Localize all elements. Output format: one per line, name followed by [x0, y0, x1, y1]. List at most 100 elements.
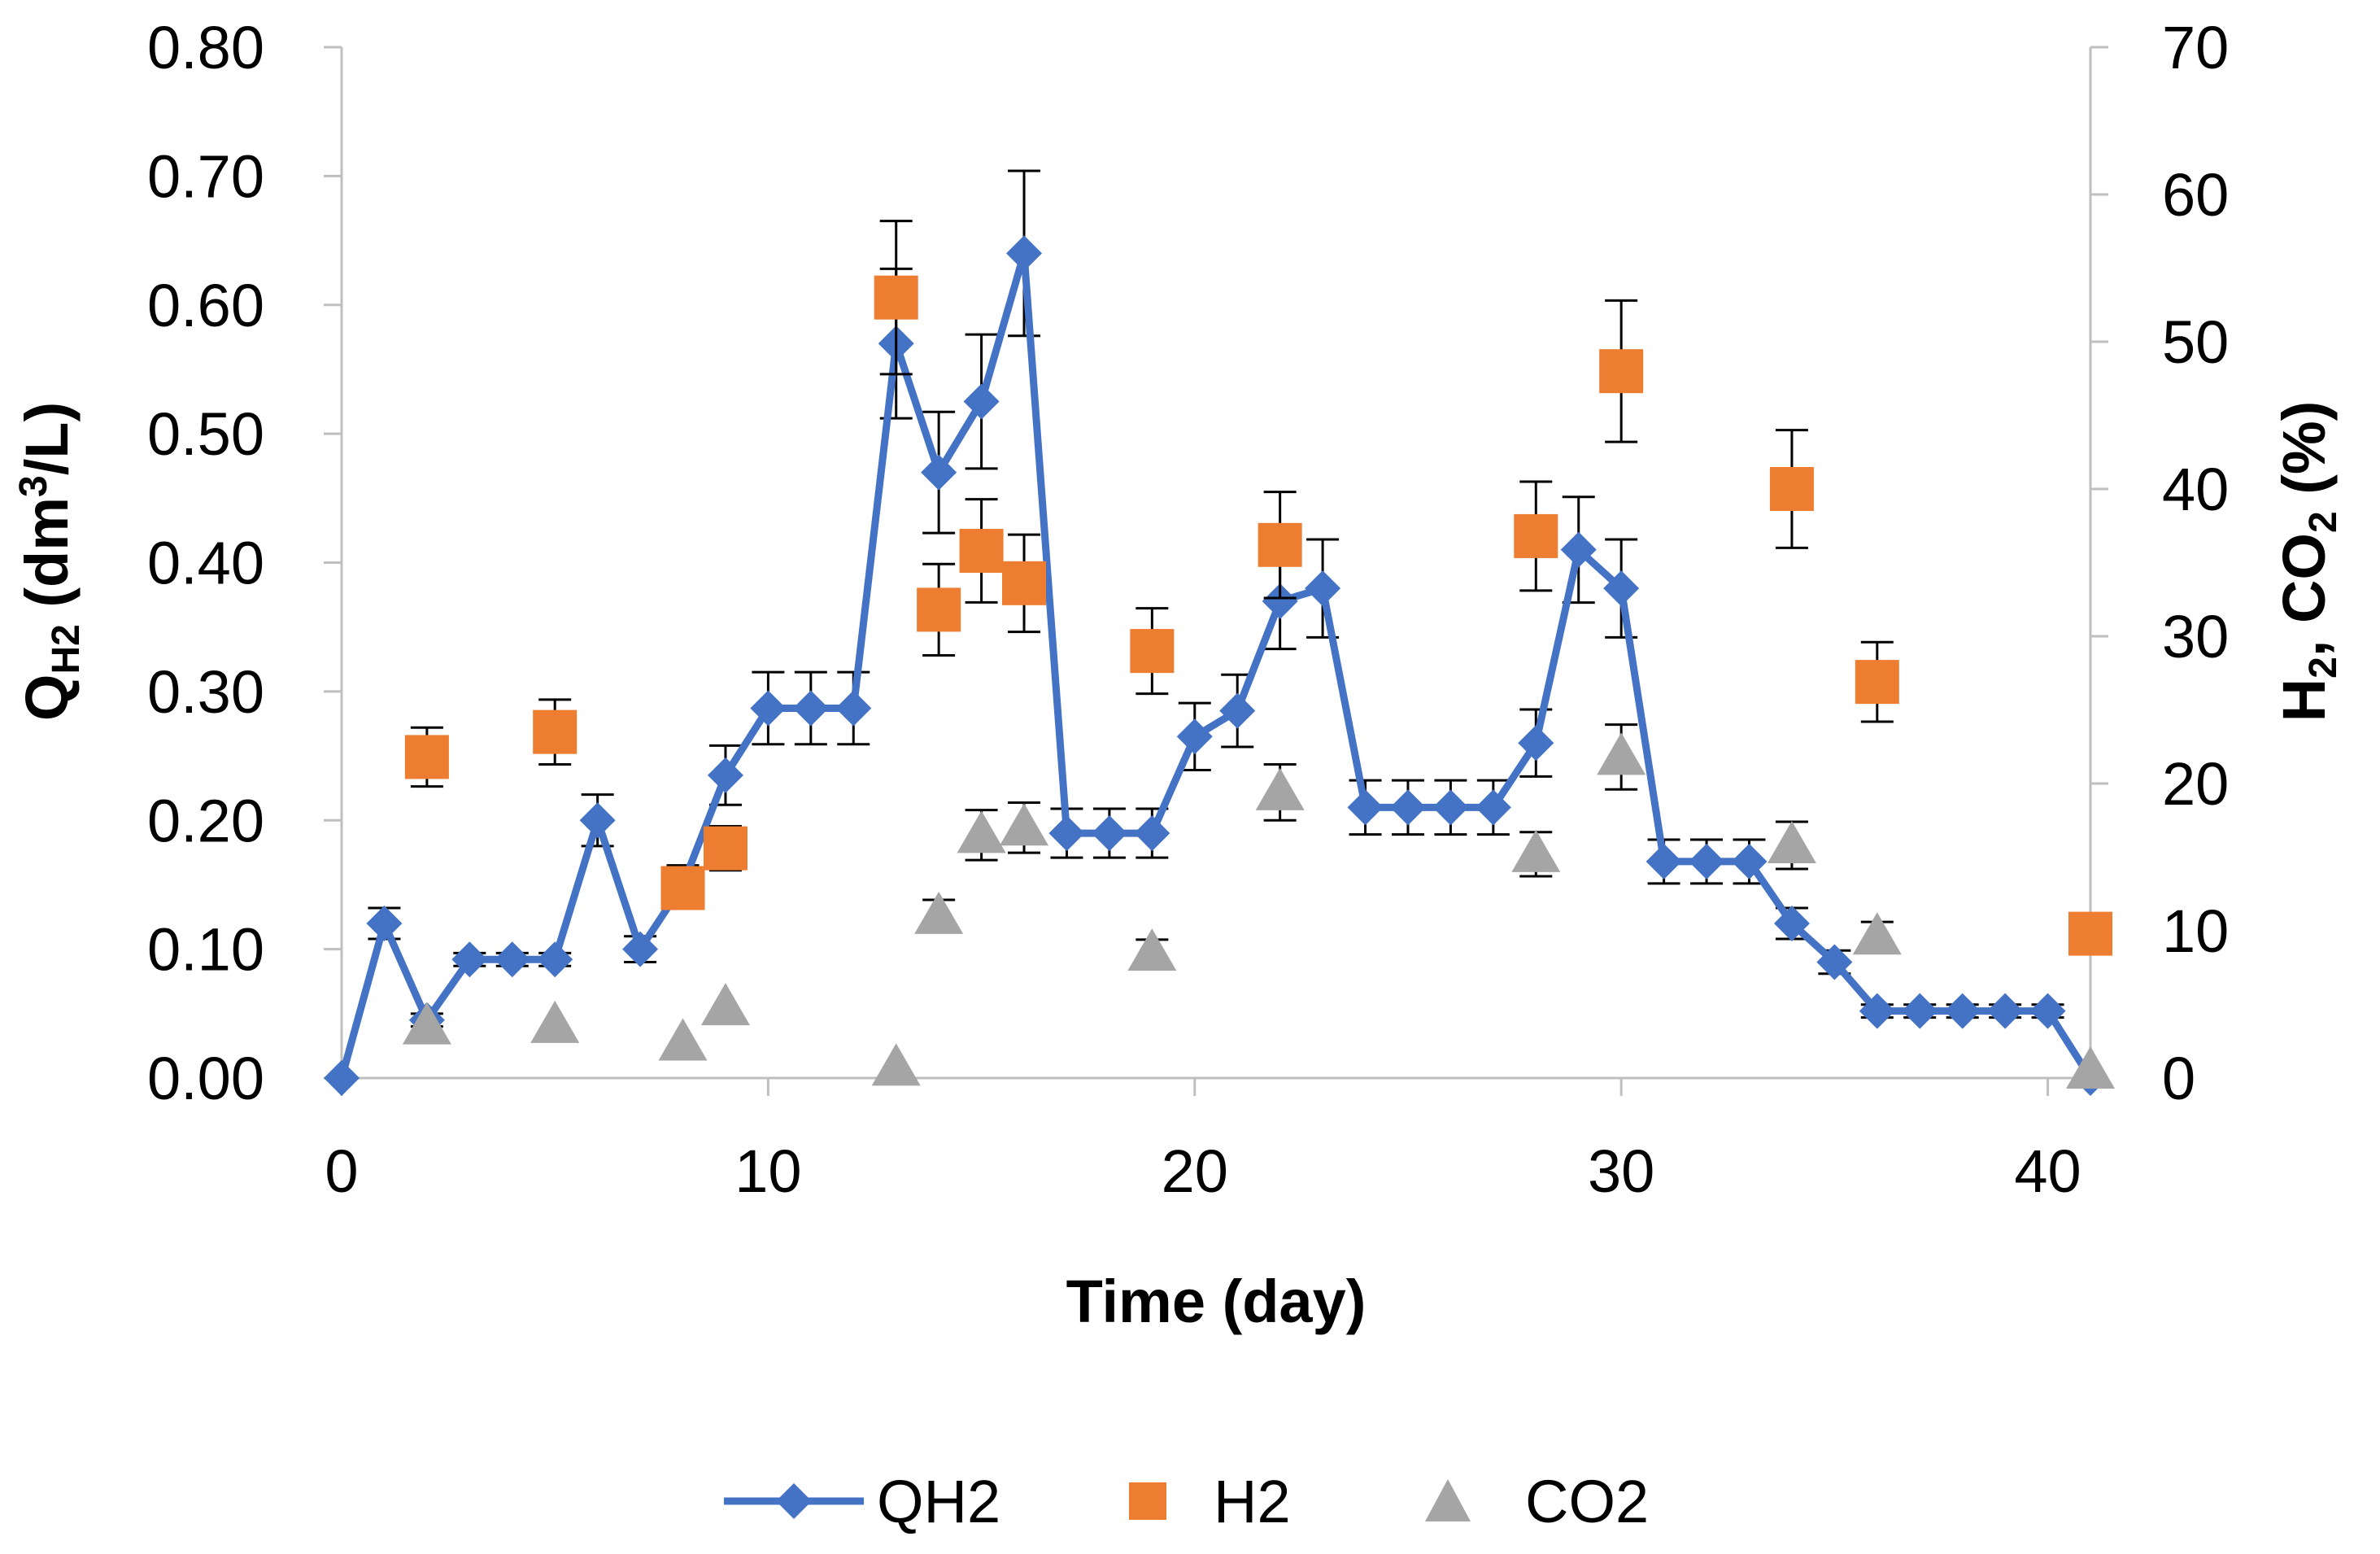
- y-tick-label-right: 70: [2162, 14, 2229, 81]
- point-qh2: [1816, 944, 1853, 980]
- point-qh2: [792, 690, 829, 727]
- y-tick-label-left: 0.20: [147, 787, 264, 854]
- point-qh2: [622, 931, 659, 967]
- point-qh2: [1944, 993, 1981, 1029]
- point-qh2: [1902, 993, 1938, 1029]
- y-tick-label-left: 0.80: [147, 14, 264, 81]
- point-qh2: [1006, 235, 1043, 272]
- point-qh2: [1305, 570, 1341, 607]
- x-axis-title: Time (day): [1066, 1268, 1367, 1335]
- point-co2: [700, 983, 750, 1026]
- legend-label-qh2: QH2: [877, 1468, 1000, 1535]
- point-qh2: [1859, 993, 1895, 1029]
- x-ticks: 0 10 20 30 40: [325, 1078, 2081, 1205]
- point-qh2: [1432, 789, 1469, 826]
- point-h2: [1855, 660, 1899, 705]
- point-co2: [402, 1002, 451, 1045]
- point-h2: [404, 735, 449, 779]
- point-qh2: [1347, 789, 1384, 826]
- point-qh2: [1176, 718, 1213, 755]
- point-co2: [1000, 803, 1049, 846]
- point-co2: [1597, 732, 1646, 775]
- point-qh2: [1646, 843, 1682, 880]
- point-co2: [1255, 767, 1305, 810]
- legend: QH2 H2 CO2: [724, 1468, 1649, 1535]
- point-h2: [703, 826, 748, 871]
- point-co2: [1767, 821, 1816, 864]
- point-h2: [1002, 561, 1047, 605]
- point-qh2: [1603, 570, 1640, 607]
- y-tick-label-right: 30: [2162, 603, 2229, 670]
- point-h2: [2068, 911, 2112, 956]
- axes: [340, 47, 2092, 1080]
- point-qh2: [1560, 531, 1597, 568]
- point-h2: [1514, 513, 1558, 558]
- point-co2: [658, 1018, 708, 1061]
- x-tick-label: 0: [325, 1137, 358, 1205]
- legend-item-qh2: QH2: [724, 1468, 1000, 1535]
- point-qh2: [750, 690, 787, 727]
- point-qh2: [963, 383, 1000, 420]
- y-tick-label-left: 0.50: [147, 400, 264, 468]
- point-h2: [874, 275, 918, 320]
- point-qh2: [1773, 905, 1810, 941]
- point-h2: [533, 709, 578, 754]
- legend-marker-h2: [1129, 1482, 1166, 1520]
- y-ticks-left: 0.00 0.10 0.20 0.30 0.40 0.50 0.60 0.70 0.80: [147, 14, 342, 1112]
- x-tick-label: 20: [1162, 1137, 1228, 1205]
- point-h2: [959, 529, 1004, 574]
- y-axis-title-right: H2, CO2 (%): [2270, 401, 2345, 722]
- point-co2: [957, 810, 1006, 853]
- y-ticks-right: 0 10 20 30 40 50 60 70: [2090, 14, 2229, 1112]
- point-qh2: [1731, 843, 1768, 880]
- y-tick-label-right: 50: [2162, 308, 2229, 376]
- y-tick-label-left: 0.60: [147, 272, 264, 339]
- point-h2: [1258, 522, 1302, 567]
- plot-area: [324, 169, 2115, 1096]
- point-qh2: [1689, 843, 1725, 880]
- point-co2: [1127, 928, 1177, 971]
- point-qh2: [2029, 993, 2066, 1029]
- y-tick-label-right: 40: [2162, 456, 2229, 523]
- point-qh2: [1262, 583, 1298, 620]
- legend-label-co2: CO2: [1525, 1468, 1649, 1535]
- point-h2: [660, 866, 705, 910]
- y-tick-label-left: 0.40: [147, 530, 264, 597]
- y-tick-label-right: 60: [2162, 161, 2229, 229]
- point-h2: [1769, 467, 1814, 511]
- point-qh2: [1134, 815, 1170, 852]
- point-h2: [1599, 349, 1644, 394]
- legend-item-co2: CO2: [1425, 1468, 1649, 1535]
- point-qh2: [921, 454, 957, 491]
- legend-item-h2: H2: [1129, 1468, 1291, 1535]
- point-qh2: [1091, 815, 1127, 852]
- y-tick-label-right: 20: [2162, 750, 2229, 818]
- point-co2: [914, 891, 964, 934]
- y-tick-label-left: 0.00: [147, 1045, 264, 1112]
- point-qh2: [1475, 789, 1511, 826]
- point-qh2: [324, 1060, 360, 1096]
- point-qh2: [1219, 692, 1256, 729]
- x-tick-label: 10: [734, 1137, 801, 1205]
- legend-label-h2: H2: [1214, 1468, 1291, 1535]
- legend-marker-qh2: [776, 1483, 812, 1519]
- y-tick-label-right: 10: [2162, 897, 2229, 965]
- point-co2: [530, 1000, 580, 1043]
- y-tick-label-left: 0.10: [147, 916, 264, 984]
- x-tick-label: 40: [2014, 1137, 2081, 1205]
- legend-marker-co2: [1425, 1479, 1471, 1521]
- point-qh2: [494, 941, 530, 978]
- point-co2: [1511, 829, 1561, 872]
- point-co2: [2066, 1045, 2115, 1089]
- point-qh2: [835, 690, 872, 727]
- point-qh2: [366, 905, 403, 941]
- point-co2: [871, 1043, 921, 1086]
- point-qh2: [579, 802, 616, 839]
- y-axis-title-left: QH2 (dm3/L): [12, 402, 88, 721]
- y-tick-label-right: 0: [2162, 1045, 2195, 1112]
- point-co2: [1852, 912, 1902, 955]
- point-qh2: [537, 941, 573, 978]
- point-qh2: [451, 941, 488, 978]
- x-tick-label: 30: [1588, 1137, 1654, 1205]
